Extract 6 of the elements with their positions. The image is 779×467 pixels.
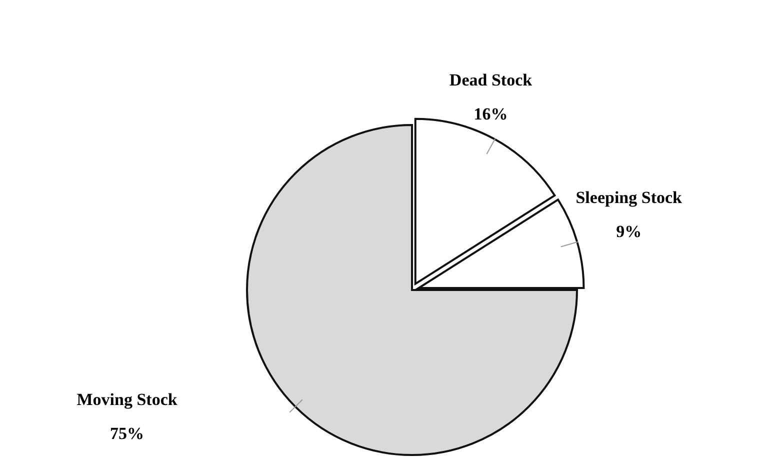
data-label: 9% bbox=[616, 222, 642, 241]
data-label: 16% bbox=[474, 104, 508, 124]
slice-label: Dead Stock bbox=[449, 70, 533, 90]
slice-label: Sleeping Stock bbox=[576, 188, 683, 207]
slice-label: Moving Stock bbox=[76, 390, 178, 409]
data-label: 75% bbox=[110, 424, 144, 443]
